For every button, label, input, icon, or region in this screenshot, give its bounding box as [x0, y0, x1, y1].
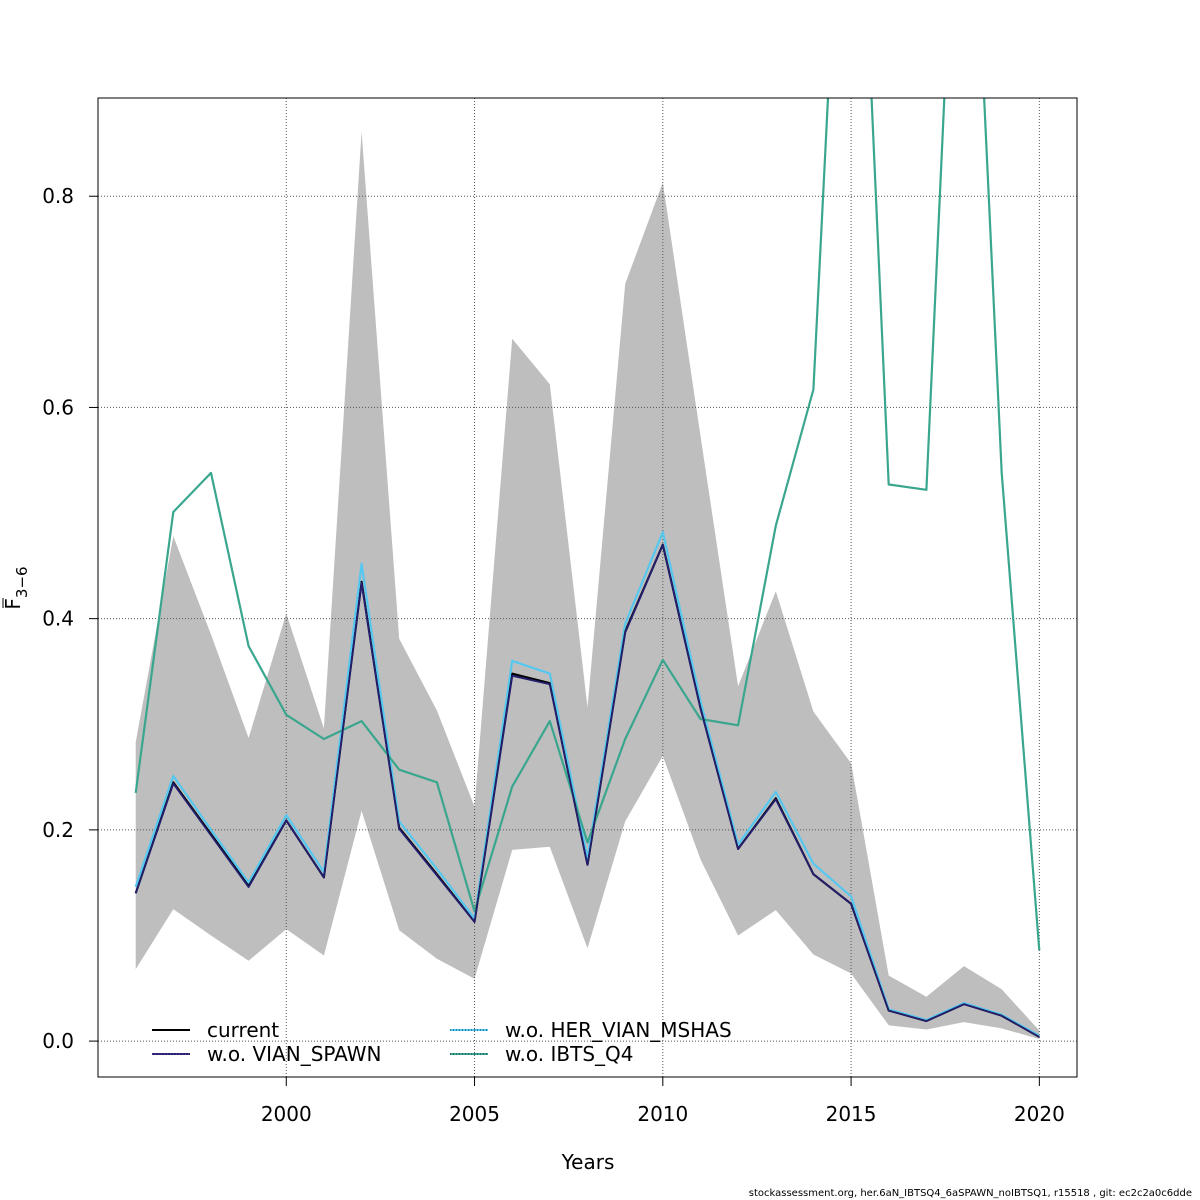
plot-frame: [97, 97, 1078, 1078]
series-layer: [134, 98, 1041, 1038]
y-tick-label: 0.6: [42, 395, 74, 419]
x-axis-title: Years: [561, 1150, 615, 1174]
x-tick-label: 2000: [261, 1102, 312, 1126]
footer-note: stockassessment.org, her.6aN_IBTSQ4_6aSP…: [748, 1188, 1192, 1199]
y-axis: 0.0 0.2 0.4 0.6 0.8: [42, 184, 98, 1053]
confidence-band-layer: [135, 131, 1040, 1040]
y-axis-title: F3−6: [1, 566, 31, 609]
legend-label: current: [207, 1018, 279, 1042]
confidence-band: [135, 131, 1040, 1040]
y-tick-label: 0.2: [42, 818, 74, 842]
x-axis: 2000 2005 2010 2015 2020: [261, 1077, 1065, 1126]
legend-label: w.o. VIAN_SPAWN: [207, 1042, 382, 1066]
series-line-overlay-1: [134, 543, 1040, 1038]
y-axis-title-base: F: [1, 598, 25, 610]
x-tick-label: 2015: [826, 1102, 877, 1126]
y-tick-label: 0.4: [42, 607, 74, 631]
x-tick-label: 2005: [449, 1102, 500, 1126]
x-tick-label: 2010: [637, 1102, 688, 1126]
legend-label: w.o. HER_VIAN_MSHAS: [505, 1018, 732, 1042]
y-tick-label: 0.8: [42, 184, 74, 208]
legend-label: w.o. IBTS_Q4: [505, 1042, 633, 1066]
y-axis-title-subscript: 3−6: [13, 566, 31, 598]
y-tick-label: 0.0: [42, 1029, 74, 1053]
grid-layer: [98, 98, 1077, 1077]
series-line-w-o-ibts-q4: [134, 98, 1041, 951]
x-tick-label: 2020: [1014, 1102, 1065, 1126]
